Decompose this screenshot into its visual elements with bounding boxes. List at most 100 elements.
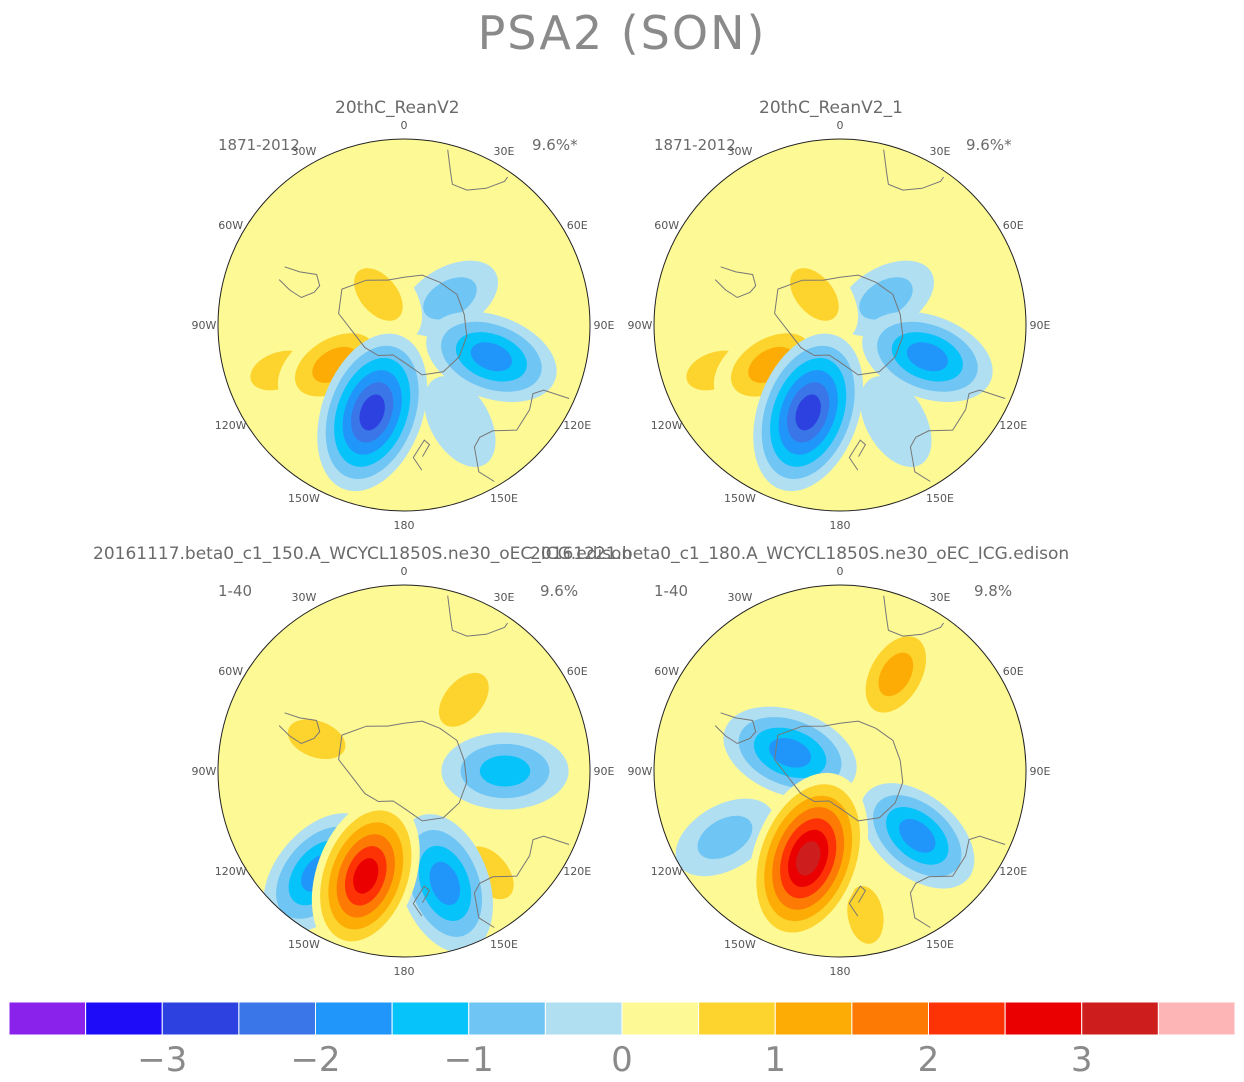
panel-1-australia-coastline [473, 389, 570, 482]
panel-1-lon-label-11: 60W [218, 218, 244, 232]
panel-2-anomaly-7-contour-6 [795, 394, 821, 431]
panel-3-new-zealand-coastline [412, 885, 431, 917]
panel-1-map [218, 139, 590, 511]
colorbar-tick-label-5: 1 [764, 1040, 787, 1080]
panel-3-south-america-coastline [278, 712, 321, 745]
panel-3-lon-label-1: 0 [400, 564, 408, 578]
figure-title: PSA2 (SON) [477, 6, 767, 60]
panel-2-period: 1871-2012 [654, 136, 736, 154]
panel-2-australia-coastline [909, 389, 1006, 482]
panel-3-lon-label-3: 60E [566, 664, 588, 678]
panel-3-anomaly-4-contour-3 [479, 755, 531, 787]
panel-1-anomaly-6-contour-4 [470, 342, 513, 372]
panel-3-anomaly-1-contour-2 [287, 719, 346, 760]
panel-4-anomaly-1-contour-2 [847, 885, 884, 944]
colorbar-swatch-5 [315, 1001, 393, 1036]
panel-1-antarctica-coastline [338, 274, 468, 376]
panel-1-lon-label-9: 120W [214, 418, 247, 432]
panel-2-south-america-coastline [714, 266, 757, 299]
panel-1-lon-label-5: 120E [563, 418, 592, 432]
panel-1-lon-label-8: 150W [288, 491, 320, 505]
colorbar-swatch-8 [544, 1001, 623, 1036]
panel-1-south-america-coastline [278, 266, 321, 299]
colorbar [8, 1001, 1236, 1036]
panel-2-lon-label-7: 180 [829, 518, 851, 532]
panel-4-antarctica-coastline [774, 720, 904, 822]
panel-4-lon-label-4: 90E [1029, 764, 1051, 778]
panel-4-lon-label-3: 60E [1002, 664, 1024, 678]
panel-2-anomaly-2-contour-2 [859, 277, 913, 320]
panel-2-africa-coastline [883, 149, 945, 191]
panel-3-map-border [217, 584, 591, 958]
colorbar-tick-label-1: −3 [137, 1040, 188, 1080]
colorbar-swatch-6 [391, 1001, 470, 1036]
colorbar-swatch-16 [1157, 1001, 1236, 1036]
panel-1-lon-label-3: 60E [566, 218, 588, 232]
panel-2-anomaly-6-contour-4 [906, 342, 949, 372]
colorbar-tick-label-2: −2 [290, 1040, 341, 1080]
panel-2-map [654, 139, 1026, 511]
panel-3-lon-label-10: 90W [191, 764, 217, 778]
panel-2-anomaly-1-contour-1 [860, 376, 932, 468]
colorbar-tick-label-7: 3 [1070, 1040, 1093, 1080]
panel-4-anomaly-5-contour-4 [769, 738, 812, 768]
panel-3-lon-label-11: 60W [218, 664, 244, 678]
panel-1-map-border [217, 138, 591, 512]
colorbar-swatch-3 [161, 1001, 240, 1036]
panel-2-antarctica-coastline [774, 274, 904, 376]
panel-1-title: 20thC_ReanV2 [335, 98, 460, 118]
panel-1-anomaly-2-contour-2 [423, 277, 477, 320]
panel-2-anomaly-4-contour-2 [790, 268, 839, 321]
panel-3-anomaly-3-contour-2 [438, 672, 489, 727]
panel-2-lon-label-9: 120W [650, 418, 683, 432]
panel-3-period: 1-40 [218, 582, 253, 600]
panel-2-lon-label-12: 30W [727, 145, 753, 159]
colorbar-swatch-11 [774, 1001, 853, 1036]
colorbar-swatch-2 [85, 1001, 163, 1036]
panel-2-lon-label-3: 60E [1002, 218, 1024, 232]
panel-3-anomaly-7-contour-6 [353, 858, 379, 894]
panel-4-anomaly-2-contour-2 [697, 815, 753, 860]
panel-3-map [218, 585, 590, 957]
panel-3-lon-label-12: 30W [291, 591, 317, 605]
panel-4-title: 20161221.beta0_c1_180.A_WCYCL1850S.ne30_… [530, 544, 1070, 564]
panel-2-variance: 9.6%* [966, 136, 1012, 154]
panel-4-lon-label-1: 0 [836, 564, 844, 578]
panel-1-period: 1871-2012 [218, 136, 300, 154]
panel-1-lon-label-12: 30W [291, 145, 317, 159]
panel-3-africa-coastline [447, 595, 509, 637]
panel-4-lon-label-6: 150E [926, 937, 954, 951]
panel-1-lon-label-1: 0 [400, 118, 408, 132]
panel-4-africa-coastline [883, 595, 945, 637]
colorbar-swatch-14 [1004, 1001, 1083, 1036]
panel-3-australia-coastline [473, 835, 570, 928]
panel-4-new-zealand-coastline [848, 885, 867, 917]
panel-2-title: 20thC_ReanV2_1 [759, 98, 903, 118]
panel-4-anomaly-6-contour-7 [795, 841, 821, 876]
panel-1-anomaly-7-contour-6 [359, 394, 385, 431]
panel-4-lon-label-8: 150W [724, 937, 756, 951]
panel-2-lon-label-8: 150W [724, 491, 756, 505]
colorbar-swatch-1 [8, 1001, 87, 1036]
panel-4-anomaly-3-contour-3 [878, 652, 914, 697]
panel-2-lon-label-10: 90W [627, 318, 653, 332]
panel-2-lon-label-2: 30E [929, 145, 951, 159]
colorbar-swatch-10 [698, 1001, 776, 1036]
panel-1-lon-label-6: 150E [490, 491, 518, 505]
panel-1-variance: 9.6%* [532, 136, 578, 154]
panel-4-anomaly-4-contour-4 [899, 818, 936, 853]
panel-1-lon-label-2: 30E [493, 145, 515, 159]
panel-3-lon-label-5: 120E [563, 864, 592, 878]
panel-2-lon-label-6: 150E [926, 491, 954, 505]
panel-4-variance: 9.8% [974, 582, 1013, 600]
colorbar-swatch-4 [238, 1001, 317, 1036]
panel-4-lon-label-11: 60W [654, 664, 680, 678]
panel-2-map-border [653, 138, 1027, 512]
colorbar-swatch-7 [468, 1001, 546, 1036]
colorbar-tick-label-6: 2 [917, 1040, 940, 1080]
colorbar-swatch-12 [851, 1001, 930, 1036]
panel-3-anomaly-6-contour-4 [429, 861, 461, 906]
panel-2-lon-label-4: 90E [1029, 318, 1051, 332]
panel-4-map-border [653, 584, 1027, 958]
